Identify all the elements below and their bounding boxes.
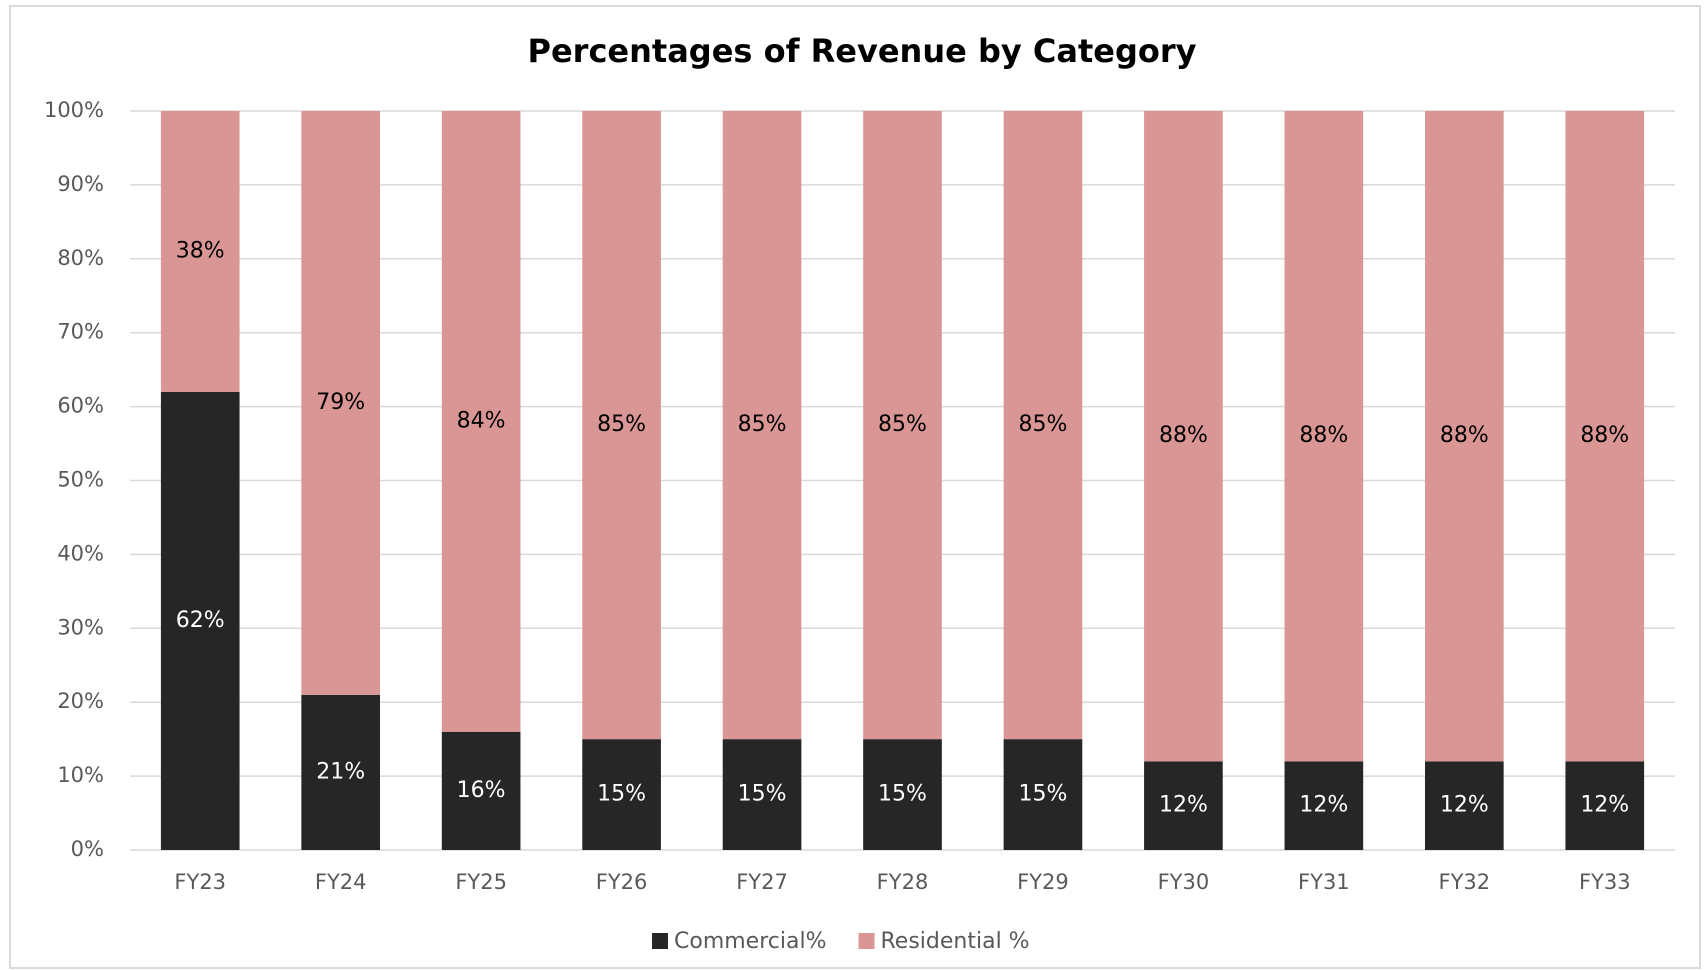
y-tick-label: 0% xyxy=(71,837,104,861)
x-tick-label: FY33 xyxy=(1579,870,1631,894)
bar-segment xyxy=(863,111,942,740)
legend-swatch xyxy=(858,933,875,949)
x-tick-label: FY23 xyxy=(174,870,226,894)
x-tick-label: FY30 xyxy=(1158,870,1210,894)
bar-segment xyxy=(160,391,240,850)
x-tick-label: FY27 xyxy=(736,870,788,894)
bar-segment xyxy=(441,731,521,850)
y-tick-label: 10% xyxy=(57,763,104,787)
data-label: 12% xyxy=(1299,793,1348,818)
data-label: 88% xyxy=(1299,423,1348,448)
chart-title: Percentages of Revenue by Category xyxy=(528,32,1197,70)
y-tick-label: 20% xyxy=(57,689,104,713)
data-label: 85% xyxy=(738,412,787,437)
data-label: 15% xyxy=(738,782,787,807)
data-label: 88% xyxy=(1580,423,1629,448)
legend-swatch xyxy=(652,933,668,949)
bar-segment xyxy=(1144,111,1223,762)
data-label: 88% xyxy=(1159,423,1208,448)
bar-segment xyxy=(1565,761,1645,850)
data-label: 88% xyxy=(1440,423,1489,448)
data-label: 38% xyxy=(176,238,225,263)
bar-segment xyxy=(1424,761,1504,850)
data-label: 16% xyxy=(457,778,506,803)
bar-segment xyxy=(722,739,802,850)
data-label: 12% xyxy=(1159,793,1208,818)
y-tick-label: 70% xyxy=(57,320,104,344)
data-label: 79% xyxy=(316,390,365,415)
x-tick-label: FY29 xyxy=(1017,870,1069,894)
x-tick-label: FY25 xyxy=(455,870,507,894)
data-label: 12% xyxy=(1440,793,1489,818)
bar-segment xyxy=(582,739,661,850)
chart-frame xyxy=(9,5,1701,969)
y-tick-label: 80% xyxy=(57,246,104,270)
y-tick-label: 100% xyxy=(44,98,104,122)
y-tick-label: 60% xyxy=(57,394,104,418)
legend-label: Residential % xyxy=(881,929,1030,954)
data-label: 85% xyxy=(1019,412,1068,437)
data-label: 15% xyxy=(878,782,927,807)
x-tick-label: FY28 xyxy=(877,870,929,894)
y-tick-label: 40% xyxy=(57,541,104,565)
bar-segment xyxy=(160,111,240,392)
bar-segment xyxy=(301,111,381,695)
data-label: 12% xyxy=(1580,793,1629,818)
legend-label: Commercial% xyxy=(674,929,827,954)
bar-segment xyxy=(1284,761,1364,850)
bar-segment xyxy=(301,694,381,850)
bar-segment xyxy=(722,111,802,740)
y-tick-label: 50% xyxy=(57,468,104,492)
bar-segment xyxy=(582,111,661,740)
x-tick-label: FY26 xyxy=(596,870,648,894)
bar-segment xyxy=(1003,111,1083,740)
bar-segment xyxy=(1424,111,1504,762)
data-label: 62% xyxy=(176,608,225,633)
y-tick-label: 90% xyxy=(57,172,104,196)
x-tick-label: FY31 xyxy=(1298,870,1350,894)
data-label: 84% xyxy=(457,408,506,433)
data-label: 85% xyxy=(597,412,646,437)
bar-segment xyxy=(1565,111,1645,762)
bar-segment xyxy=(441,111,521,732)
data-label: 21% xyxy=(316,759,365,784)
bar-segment xyxy=(1144,761,1223,850)
bar-segment xyxy=(1284,111,1364,762)
data-label: 15% xyxy=(597,782,646,807)
bar-segment xyxy=(863,739,942,850)
data-label: 85% xyxy=(878,412,927,437)
data-label: 15% xyxy=(1019,782,1068,807)
y-tick-label: 30% xyxy=(57,615,104,639)
x-tick-label: FY32 xyxy=(1438,870,1490,894)
x-tick-label: FY24 xyxy=(315,870,367,894)
bar-segment xyxy=(1003,739,1083,850)
